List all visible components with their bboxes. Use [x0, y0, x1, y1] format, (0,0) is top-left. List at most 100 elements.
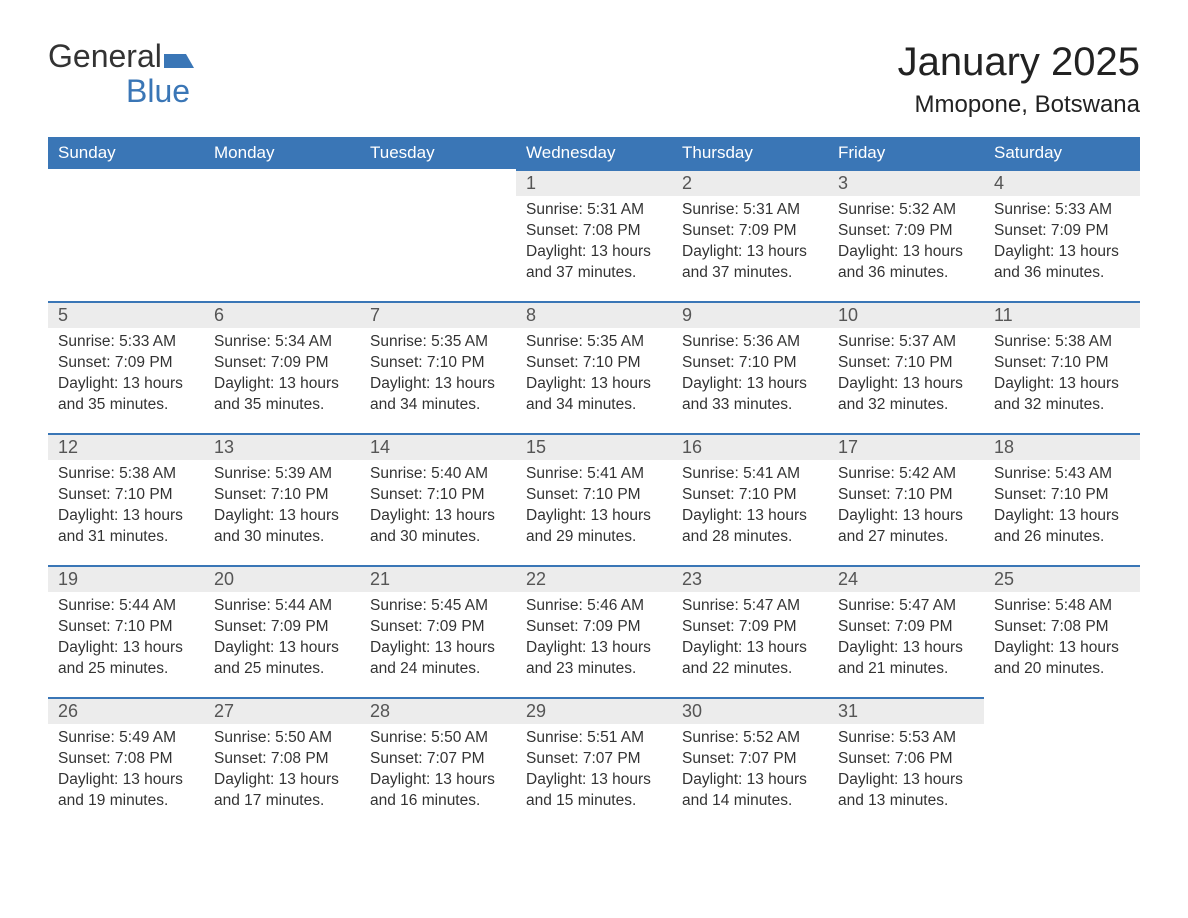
day-dl2: and 15 minutes. — [526, 791, 662, 812]
day-sunrise: Sunrise: 5:40 AM — [370, 464, 506, 485]
day-dl1: Daylight: 13 hours — [370, 638, 506, 659]
day-number: 14 — [360, 433, 516, 460]
day-dl1: Daylight: 13 hours — [526, 638, 662, 659]
day-dl1: Daylight: 13 hours — [214, 770, 350, 791]
calendar-cell: 20Sunrise: 5:44 AMSunset: 7:09 PMDayligh… — [204, 565, 360, 697]
day-body: Sunrise: 5:49 AMSunset: 7:08 PMDaylight:… — [48, 724, 204, 820]
day-sunrise: Sunrise: 5:45 AM — [370, 596, 506, 617]
calendar-week: 1Sunrise: 5:31 AMSunset: 7:08 PMDaylight… — [48, 169, 1140, 301]
day-body: Sunrise: 5:50 AMSunset: 7:08 PMDaylight:… — [204, 724, 360, 820]
day-dl2: and 32 minutes. — [838, 395, 974, 416]
day-number: 16 — [672, 433, 828, 460]
logo: General Blue — [48, 40, 194, 107]
calendar-cell: 22Sunrise: 5:46 AMSunset: 7:09 PMDayligh… — [516, 565, 672, 697]
day-number: 24 — [828, 565, 984, 592]
day-sunrise: Sunrise: 5:44 AM — [214, 596, 350, 617]
day-number: 6 — [204, 301, 360, 328]
calendar-cell: 12Sunrise: 5:38 AMSunset: 7:10 PMDayligh… — [48, 433, 204, 565]
day-sunset: Sunset: 7:09 PM — [526, 617, 662, 638]
day-dl2: and 24 minutes. — [370, 659, 506, 680]
day-sunrise: Sunrise: 5:46 AM — [526, 596, 662, 617]
logo-part1: General — [48, 38, 162, 74]
day-sunset: Sunset: 7:09 PM — [838, 617, 974, 638]
day-dl1: Daylight: 13 hours — [994, 242, 1130, 263]
day-number: 8 — [516, 301, 672, 328]
day-body: Sunrise: 5:48 AMSunset: 7:08 PMDaylight:… — [984, 592, 1140, 688]
day-sunrise: Sunrise: 5:37 AM — [838, 332, 974, 353]
day-number: 5 — [48, 301, 204, 328]
day-body: Sunrise: 5:36 AMSunset: 7:10 PMDaylight:… — [672, 328, 828, 424]
day-sunrise: Sunrise: 5:44 AM — [58, 596, 194, 617]
day-dl2: and 25 minutes. — [58, 659, 194, 680]
day-dl1: Daylight: 13 hours — [526, 506, 662, 527]
day-dl1: Daylight: 13 hours — [526, 374, 662, 395]
day-sunrise: Sunrise: 5:49 AM — [58, 728, 194, 749]
day-sunrise: Sunrise: 5:53 AM — [838, 728, 974, 749]
calendar-cell: 30Sunrise: 5:52 AMSunset: 7:07 PMDayligh… — [672, 697, 828, 829]
day-sunrise: Sunrise: 5:48 AM — [994, 596, 1130, 617]
day-number: 4 — [984, 169, 1140, 196]
day-number: 29 — [516, 697, 672, 724]
day-sunset: Sunset: 7:09 PM — [370, 617, 506, 638]
calendar-cell: 25Sunrise: 5:48 AMSunset: 7:08 PMDayligh… — [984, 565, 1140, 697]
logo-text: General Blue — [48, 40, 194, 107]
day-number: 15 — [516, 433, 672, 460]
day-sunset: Sunset: 7:07 PM — [682, 749, 818, 770]
day-sunset: Sunset: 7:09 PM — [682, 617, 818, 638]
day-dl1: Daylight: 13 hours — [682, 506, 818, 527]
day-body: Sunrise: 5:46 AMSunset: 7:09 PMDaylight:… — [516, 592, 672, 688]
calendar-cell — [984, 697, 1140, 829]
day-number: 10 — [828, 301, 984, 328]
day-body: Sunrise: 5:37 AMSunset: 7:10 PMDaylight:… — [828, 328, 984, 424]
calendar-cell: 24Sunrise: 5:47 AMSunset: 7:09 PMDayligh… — [828, 565, 984, 697]
day-dl1: Daylight: 13 hours — [838, 242, 974, 263]
day-sunset: Sunset: 7:08 PM — [526, 221, 662, 242]
day-body: Sunrise: 5:35 AMSunset: 7:10 PMDaylight:… — [516, 328, 672, 424]
day-body: Sunrise: 5:51 AMSunset: 7:07 PMDaylight:… — [516, 724, 672, 820]
calendar-cell: 8Sunrise: 5:35 AMSunset: 7:10 PMDaylight… — [516, 301, 672, 433]
day-body: Sunrise: 5:33 AMSunset: 7:09 PMDaylight:… — [48, 328, 204, 424]
day-dl2: and 17 minutes. — [214, 791, 350, 812]
day-dl1: Daylight: 13 hours — [838, 638, 974, 659]
calendar-cell: 26Sunrise: 5:49 AMSunset: 7:08 PMDayligh… — [48, 697, 204, 829]
day-sunset: Sunset: 7:09 PM — [214, 617, 350, 638]
day-dl2: and 20 minutes. — [994, 659, 1130, 680]
flag-icon — [164, 43, 194, 75]
day-dl1: Daylight: 13 hours — [682, 374, 818, 395]
calendar-cell: 2Sunrise: 5:31 AMSunset: 7:09 PMDaylight… — [672, 169, 828, 301]
day-sunrise: Sunrise: 5:35 AM — [526, 332, 662, 353]
calendar-cell — [204, 169, 360, 301]
day-dl1: Daylight: 13 hours — [994, 374, 1130, 395]
day-body: Sunrise: 5:47 AMSunset: 7:09 PMDaylight:… — [828, 592, 984, 688]
day-dl1: Daylight: 13 hours — [682, 770, 818, 791]
day-sunrise: Sunrise: 5:31 AM — [526, 200, 662, 221]
day-sunset: Sunset: 7:10 PM — [994, 485, 1130, 506]
day-number: 18 — [984, 433, 1140, 460]
day-sunrise: Sunrise: 5:51 AM — [526, 728, 662, 749]
day-dl1: Daylight: 13 hours — [838, 506, 974, 527]
col-header: Saturday — [984, 137, 1140, 169]
calendar-cell: 5Sunrise: 5:33 AMSunset: 7:09 PMDaylight… — [48, 301, 204, 433]
day-body: Sunrise: 5:31 AMSunset: 7:08 PMDaylight:… — [516, 196, 672, 292]
day-sunrise: Sunrise: 5:34 AM — [214, 332, 350, 353]
day-sunrise: Sunrise: 5:33 AM — [994, 200, 1130, 221]
day-sunrise: Sunrise: 5:50 AM — [370, 728, 506, 749]
day-sunrise: Sunrise: 5:38 AM — [994, 332, 1130, 353]
calendar-week: 19Sunrise: 5:44 AMSunset: 7:10 PMDayligh… — [48, 565, 1140, 697]
day-dl2: and 13 minutes. — [838, 791, 974, 812]
header: General Blue January 2025 Mmopone, Botsw… — [48, 40, 1140, 133]
day-dl2: and 30 minutes. — [214, 527, 350, 548]
day-dl2: and 35 minutes. — [58, 395, 194, 416]
day-sunrise: Sunrise: 5:32 AM — [838, 200, 974, 221]
title-block: January 2025 Mmopone, Botswana — [898, 40, 1140, 133]
day-number: 26 — [48, 697, 204, 724]
day-number: 1 — [516, 169, 672, 196]
page-subtitle: Mmopone, Botswana — [898, 91, 1140, 119]
calendar-cell: 7Sunrise: 5:35 AMSunset: 7:10 PMDaylight… — [360, 301, 516, 433]
calendar-cell: 1Sunrise: 5:31 AMSunset: 7:08 PMDaylight… — [516, 169, 672, 301]
day-body: Sunrise: 5:32 AMSunset: 7:09 PMDaylight:… — [828, 196, 984, 292]
day-sunset: Sunset: 7:08 PM — [214, 749, 350, 770]
day-number: 2 — [672, 169, 828, 196]
calendar-cell: 14Sunrise: 5:40 AMSunset: 7:10 PMDayligh… — [360, 433, 516, 565]
day-dl1: Daylight: 13 hours — [838, 770, 974, 791]
